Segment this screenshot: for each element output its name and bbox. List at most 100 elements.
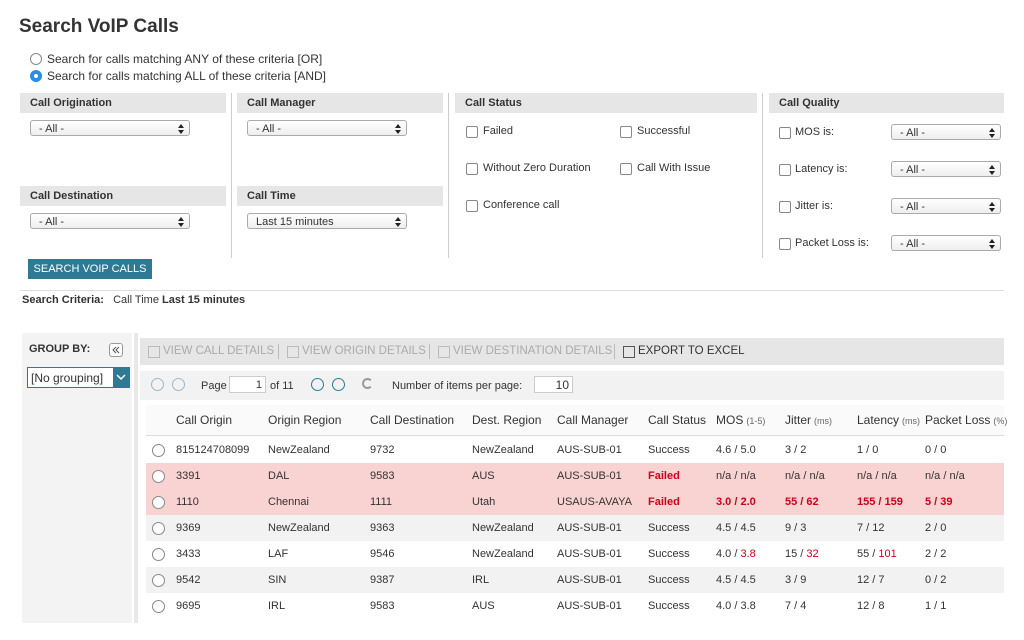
checkbox[interactable] xyxy=(779,164,791,176)
select[interactable]: - All - xyxy=(30,120,190,136)
cell: IRL xyxy=(268,593,285,619)
toolbar-button[interactable]: VIEW DESTINATION DETAILS xyxy=(453,345,613,357)
row-radio[interactable] xyxy=(152,600,165,613)
cell-text: Chennai xyxy=(268,496,309,508)
refresh[interactable] xyxy=(362,378,373,389)
toolbar-button[interactable]: EXPORT TO EXCEL xyxy=(638,345,745,357)
cell-text: 9695 xyxy=(176,600,201,612)
cell-text: 7 / 12 xyxy=(857,522,885,534)
column-header[interactable]: MOS (1-5) xyxy=(716,413,765,427)
cell-text: AUS-SUB-01 xyxy=(557,600,622,612)
cell: 2 / 2 xyxy=(925,541,946,567)
checkbox-label: Jitter is: xyxy=(795,200,833,212)
cell-text: 9583 xyxy=(370,470,395,482)
cell-text: 9546 xyxy=(370,548,395,560)
pager-nav[interactable] xyxy=(151,378,164,391)
pager-nav[interactable] xyxy=(172,378,185,391)
column-header[interactable]: Call Status xyxy=(648,413,706,427)
collapse-button[interactable] xyxy=(109,343,123,357)
checkbox[interactable] xyxy=(620,163,632,175)
table-row[interactable] xyxy=(146,489,1004,515)
cell: 4.5 / 4.5 xyxy=(716,567,756,593)
select[interactable]: Last 15 minutes xyxy=(247,213,407,229)
checkbox[interactable] xyxy=(779,238,791,250)
cell: Failed xyxy=(648,463,680,489)
column-header[interactable]: Latency (ms) xyxy=(857,413,920,427)
column-header[interactable]: Dest. Region xyxy=(472,413,541,427)
cell-text: 3.8 xyxy=(740,548,756,560)
cell: AUS xyxy=(472,593,495,619)
row-radio[interactable] xyxy=(152,574,165,587)
select[interactable]: - All - xyxy=(891,235,1001,251)
cell-text: DAL xyxy=(268,470,290,482)
checkbox[interactable] xyxy=(779,127,791,139)
cell-text: 55 / xyxy=(857,548,879,560)
cell-text: 815124708099 xyxy=(176,444,250,456)
column-header[interactable]: Call Destination xyxy=(370,413,454,427)
checkbox[interactable] xyxy=(466,126,478,138)
column-header[interactable]: Jitter (ms) xyxy=(785,413,832,427)
pager-nav[interactable] xyxy=(311,378,324,391)
cell-text: 3 / 9 xyxy=(785,574,807,586)
cell-text: 4.0 / 3.8 xyxy=(716,600,756,612)
checkbox[interactable] xyxy=(466,200,478,212)
cell-text: 9369 xyxy=(176,522,201,534)
row-radio[interactable] xyxy=(152,522,165,535)
table-row[interactable] xyxy=(146,541,1004,567)
cell-text: 2 / 0 xyxy=(925,522,947,534)
cell-text: Success xyxy=(648,548,690,560)
select[interactable]: - All - xyxy=(891,198,1001,214)
column-header[interactable]: Call Origin xyxy=(176,413,232,427)
table-header xyxy=(146,405,1004,436)
checkbox[interactable] xyxy=(779,201,791,213)
pager-nav[interactable] xyxy=(332,378,345,391)
criteria-label: Search Criteria: xyxy=(22,294,104,306)
column-label: Origin Region xyxy=(268,413,342,427)
cell-text: LAF xyxy=(268,548,289,560)
checkbox[interactable] xyxy=(620,126,632,138)
table-row[interactable] xyxy=(146,463,1004,489)
cell: Success xyxy=(648,515,690,541)
cell: 9583 xyxy=(370,463,394,489)
panel-header: Call Quality xyxy=(769,93,1004,113)
search-button[interactable]: SEARCH VOIP CALLS xyxy=(28,259,152,279)
cell-text: 7 / 4 xyxy=(785,600,807,612)
cell-text: AUS xyxy=(472,470,495,482)
items-input[interactable]: 10 xyxy=(534,376,573,393)
checkbox[interactable] xyxy=(466,163,478,175)
row-radio[interactable] xyxy=(152,496,165,509)
table-row[interactable] xyxy=(146,515,1004,541)
row-radio[interactable] xyxy=(152,444,165,457)
select[interactable]: - All - xyxy=(891,124,1001,140)
column-header[interactable]: Call Manager xyxy=(557,413,628,427)
cell: 9583 xyxy=(370,593,394,619)
select[interactable]: - All - xyxy=(30,213,190,229)
cell: 1110 xyxy=(176,489,199,515)
select[interactable]: - All - xyxy=(891,161,1001,177)
cell-text: 9363 xyxy=(370,522,395,534)
select[interactable]: - All - xyxy=(247,120,407,136)
column-label: Packet Loss xyxy=(925,413,991,427)
table-row[interactable] xyxy=(146,437,1004,463)
cell-text: NewZealand xyxy=(472,548,534,560)
group-by-select[interactable]: [No grouping] xyxy=(27,367,130,388)
toolbar-button[interactable]: VIEW ORIGIN DETAILS xyxy=(302,345,426,357)
table-row[interactable] xyxy=(146,593,1004,619)
row-radio[interactable] xyxy=(152,548,165,561)
cell: 15 / 32 xyxy=(785,541,819,567)
radio[interactable] xyxy=(30,53,42,65)
cell: Chennai xyxy=(268,489,309,515)
column-header[interactable]: Packet Loss (%) xyxy=(925,413,1007,427)
page-input[interactable]: 1 xyxy=(229,376,266,393)
toolbar-button[interactable]: VIEW CALL DETAILS xyxy=(163,345,275,357)
row-radio[interactable] xyxy=(152,470,165,483)
cell-text: NewZealand xyxy=(268,522,330,534)
column-header[interactable]: Origin Region xyxy=(268,413,341,427)
cell-text: 3433 xyxy=(176,548,201,560)
column-label: Call Origin xyxy=(176,413,233,427)
cell: 1 / 1 xyxy=(925,593,946,619)
table-row[interactable] xyxy=(146,567,1004,593)
radio[interactable] xyxy=(30,70,42,82)
checkbox-label: MOS is: xyxy=(795,126,835,138)
checkbox-label: Failed xyxy=(483,125,513,137)
